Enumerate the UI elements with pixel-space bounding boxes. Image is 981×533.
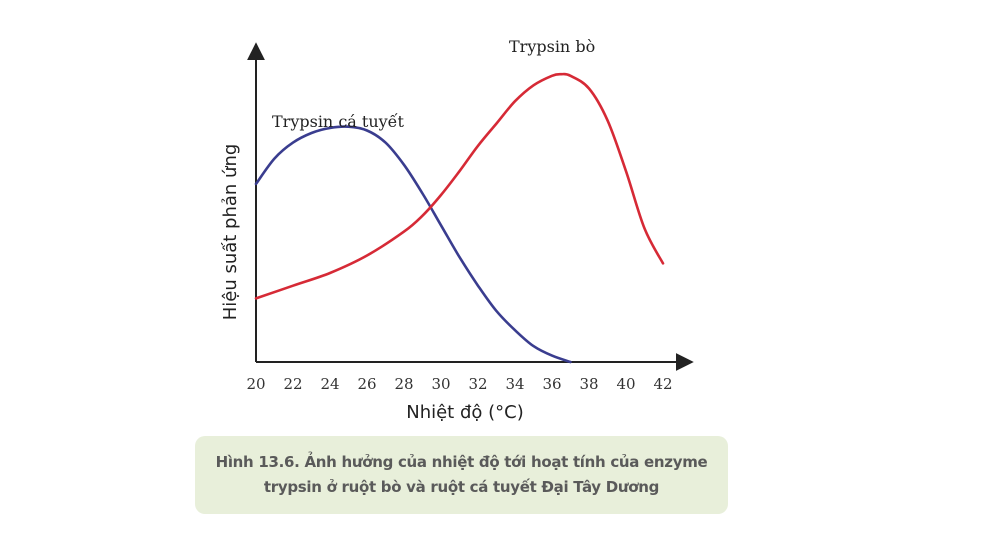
series-label-trypsin-bo: Trypsin bò [509, 37, 595, 56]
x-tick-label: 22 [283, 375, 302, 393]
x-tick-label: 32 [468, 375, 487, 393]
x-tick-label: 42 [653, 375, 672, 393]
x-tick-label: 30 [431, 375, 450, 393]
series-line-trypsin-bo [254, 72, 665, 300]
x-tick-label: 36 [542, 375, 561, 393]
figure-caption: Hình 13.6. Ảnh hưởng của nhiệt độ tới ho… [195, 436, 728, 514]
caption-line-1: Hình 13.6. Ảnh hưởng của nhiệt độ tới ho… [215, 453, 708, 471]
x-tick-label: 24 [320, 375, 339, 393]
x-tick-label: 40 [616, 375, 635, 393]
x-axis-title: Nhiệt độ (°C) [406, 402, 524, 423]
series-label-trypsin-ca-tuyet: Trypsin cá tuyết [272, 112, 405, 131]
x-tick-label: 38 [579, 375, 598, 393]
y-axis-title: Hiệu suất phản ứng [220, 144, 241, 321]
series-line-trypsin-ca-tuyet [254, 125, 572, 364]
caption-line-2: trypsin ở ruột bò và ruột cá tuyết Đại T… [263, 478, 660, 496]
x-tick-label: 26 [357, 375, 376, 393]
x-tick-label: 20 [246, 375, 265, 393]
x-tick-label: 28 [394, 375, 413, 393]
x-tick-label: 34 [505, 375, 524, 393]
